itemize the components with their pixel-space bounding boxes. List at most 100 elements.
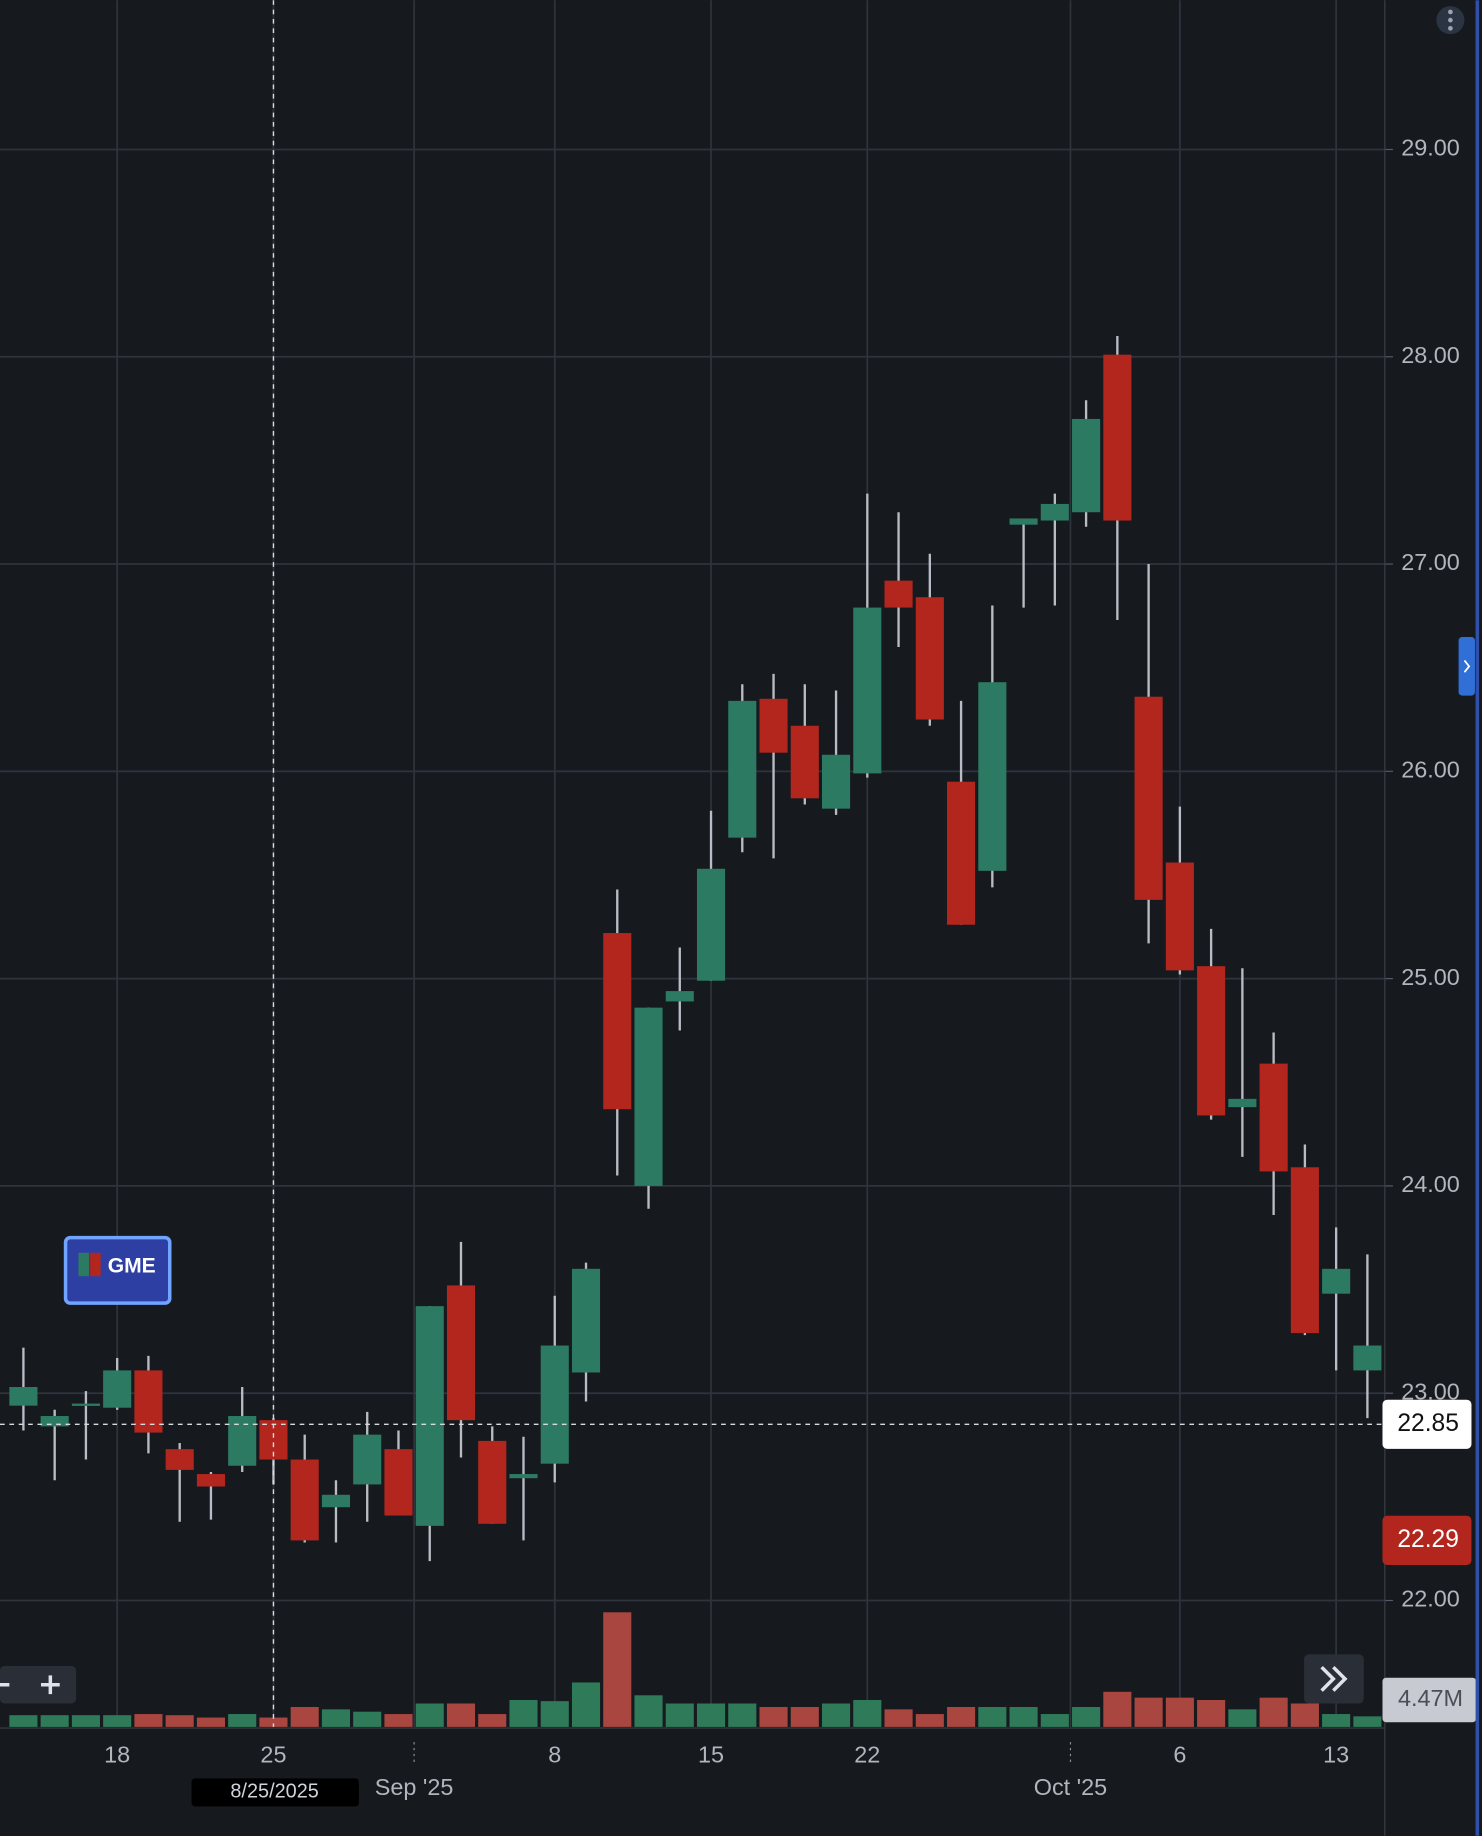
volume-bar (822, 1703, 851, 1727)
crosshair-price-box (1382, 1399, 1472, 1449)
volume-bar (9, 1715, 38, 1727)
candle-body (696, 868, 726, 981)
candle-body (1072, 418, 1101, 513)
candle-body (446, 1285, 476, 1421)
volume-bar (634, 1695, 663, 1727)
y-tick-label: 26.00 (1401, 757, 1460, 783)
crosshair-date: 8/25/2025 (230, 1781, 318, 1803)
zoom-bg (0, 1666, 77, 1704)
volume-bar (71, 1715, 100, 1727)
volume-pane (9, 1612, 1382, 1727)
volume-bar (696, 1703, 726, 1727)
candle-body (196, 1474, 225, 1487)
candle-body (1040, 503, 1069, 521)
volume-bar (415, 1703, 444, 1727)
y-tick-label: 22.00 (1401, 1586, 1460, 1612)
volume-bar (915, 1714, 944, 1727)
candle-body (1228, 1098, 1257, 1108)
candle-body (1009, 518, 1038, 525)
x-month-label: Oct '25 (1034, 1774, 1107, 1800)
legend-box[interactable]: GME (63, 1235, 172, 1305)
volume-label: 4.47M (1398, 1685, 1463, 1711)
y-tick-label: 27.00 (1401, 549, 1460, 575)
candle-body (321, 1494, 351, 1508)
candle-body (1259, 1063, 1288, 1172)
candle-body (71, 1403, 100, 1406)
volume-bar (134, 1714, 163, 1727)
candle-body (290, 1459, 319, 1541)
candle-body (853, 607, 882, 774)
candle-body (165, 1449, 194, 1470)
x-tick-label: 18 (104, 1741, 130, 1767)
candle-body (947, 781, 976, 925)
candle-body (728, 700, 757, 838)
x-tick-label: 25 (260, 1741, 286, 1767)
volume-bar (790, 1707, 819, 1727)
y-tick-label: 28.00 (1401, 342, 1460, 368)
scroll-latest[interactable] (1304, 1654, 1364, 1704)
volume-bar (509, 1700, 538, 1727)
volume-label-box (1382, 1677, 1477, 1723)
x-tick-label: 13 (1323, 1741, 1349, 1767)
volume-bar (1353, 1716, 1382, 1727)
candle-body (884, 580, 913, 608)
x-tick-label: 22 (854, 1741, 880, 1767)
candle-body (1134, 696, 1163, 900)
candle-body (384, 1449, 413, 1516)
candle-body (509, 1474, 538, 1479)
side-tab[interactable] (1458, 637, 1475, 696)
volume-bar (353, 1711, 382, 1727)
volume-bar (321, 1709, 351, 1727)
candle-body (540, 1345, 569, 1464)
volume-bar (196, 1717, 225, 1727)
volume-bar (603, 1612, 632, 1727)
candle-body (1165, 862, 1194, 971)
volume-bar (1040, 1714, 1069, 1727)
candle-body (134, 1370, 163, 1433)
menu[interactable] (1436, 6, 1465, 35)
candle-body (978, 682, 1007, 871)
volume-bar (165, 1715, 194, 1727)
volume-bar (978, 1707, 1007, 1727)
crosshair-date-box (191, 1778, 359, 1807)
x-month-label: Sep '25 (375, 1774, 454, 1800)
x-tick-label: 6 (1173, 1741, 1186, 1767)
candle-body (603, 933, 632, 1110)
volume-bar (290, 1707, 319, 1727)
volume-bar (1009, 1707, 1038, 1727)
volume-bar (728, 1703, 757, 1727)
volume-bar (540, 1701, 569, 1727)
volume-bar (1134, 1697, 1163, 1727)
volume-bar (1165, 1697, 1194, 1727)
volume-bar (884, 1709, 913, 1727)
candle-body (571, 1268, 601, 1373)
candle-body (790, 725, 819, 799)
crosshair-price: 22.85 (1397, 1410, 1459, 1437)
volume-bar (478, 1714, 507, 1727)
candle-body (103, 1370, 132, 1408)
candle-body (415, 1306, 444, 1526)
volume-bar (259, 1717, 288, 1727)
volume-bar (228, 1714, 257, 1727)
volume-bar (1072, 1707, 1101, 1727)
candle-body (9, 1386, 38, 1406)
y-tick-label: 29.00 (1401, 135, 1460, 161)
candle-body (665, 991, 694, 1002)
legend-label[interactable]: GME (108, 1254, 156, 1277)
volume-bar (665, 1703, 694, 1727)
volume-bar (947, 1707, 976, 1727)
volume-bar (1290, 1703, 1319, 1727)
volume-bar (1259, 1697, 1288, 1727)
legend-icon (90, 1252, 101, 1277)
candle-body (915, 597, 944, 720)
candle-body (353, 1434, 382, 1485)
menu-dot (1448, 17, 1453, 23)
zoom-controls[interactable] (0, 1666, 77, 1704)
y-tick-label: 24.00 (1401, 1171, 1460, 1197)
volume-bar (759, 1707, 788, 1727)
last-price-box (1382, 1515, 1472, 1565)
candle-body (1290, 1167, 1319, 1334)
